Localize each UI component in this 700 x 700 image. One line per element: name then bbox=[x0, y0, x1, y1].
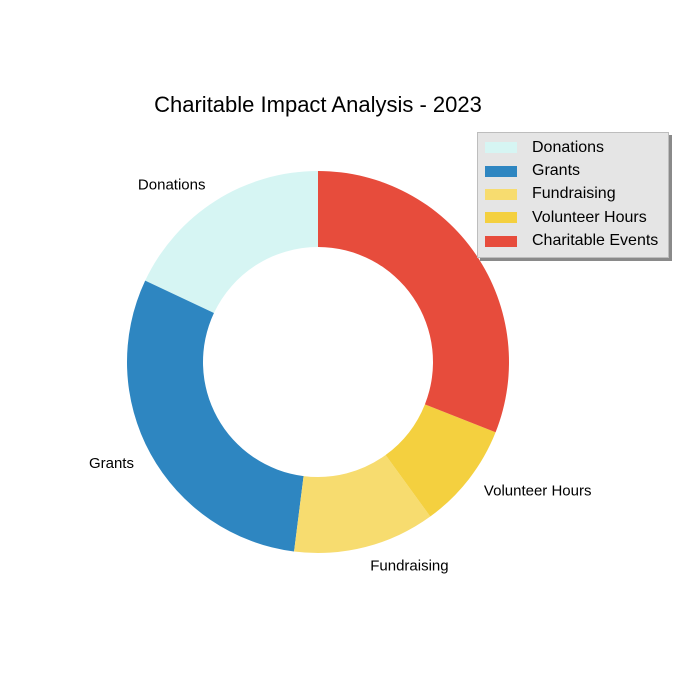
legend-swatch bbox=[485, 212, 517, 224]
slice-donations bbox=[145, 171, 318, 314]
slice-volunteer-hours bbox=[385, 404, 496, 517]
legend-label: Volunteer Hours bbox=[532, 208, 647, 226]
legend-swatch bbox=[485, 142, 517, 154]
slice-fundraising bbox=[294, 455, 431, 553]
legend-label: Fundraising bbox=[532, 185, 616, 203]
legend-item-grants: Grants bbox=[478, 159, 668, 182]
slice-label-donations: Donations bbox=[138, 177, 206, 194]
slice-charitable-events bbox=[318, 171, 510, 433]
slice-label-fundraising: Fundraising bbox=[370, 557, 448, 574]
slice-label-grants: Grants bbox=[89, 455, 134, 472]
legend-item-volunteer-hours: Volunteer Hours bbox=[478, 206, 668, 229]
chart-title: Charitable Impact Analysis - 2023 bbox=[154, 92, 482, 117]
slice-label-volunteer-hours: Volunteer Hours bbox=[484, 483, 592, 500]
legend-item-charitable-events: Charitable Events bbox=[478, 230, 668, 253]
legend-swatch bbox=[485, 188, 517, 200]
legend-label: Grants bbox=[532, 162, 581, 180]
legend-swatch bbox=[485, 165, 517, 177]
legend-label: Charitable Events bbox=[532, 232, 659, 250]
legend-item-donations: Donations bbox=[478, 136, 668, 159]
legend-swatch bbox=[485, 235, 517, 247]
slice-grants bbox=[127, 280, 304, 552]
legend-label: Donations bbox=[532, 138, 605, 156]
legend-item-fundraising: Fundraising bbox=[478, 183, 668, 206]
legend: Donations Grants Fundraising Volunteer Hour… bbox=[477, 132, 669, 258]
